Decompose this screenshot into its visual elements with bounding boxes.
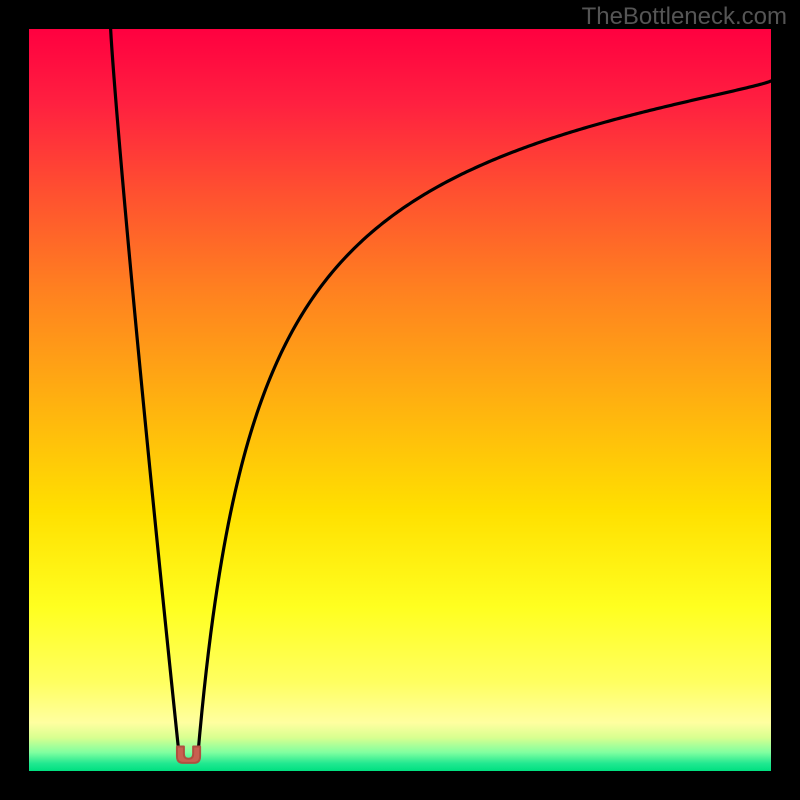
plot-background-gradient [29,29,771,771]
chart-container: TheBottleneck.com [0,0,800,800]
watermark-label: TheBottleneck.com [582,3,787,30]
bottleneck-chart: TheBottleneck.com [0,0,800,800]
